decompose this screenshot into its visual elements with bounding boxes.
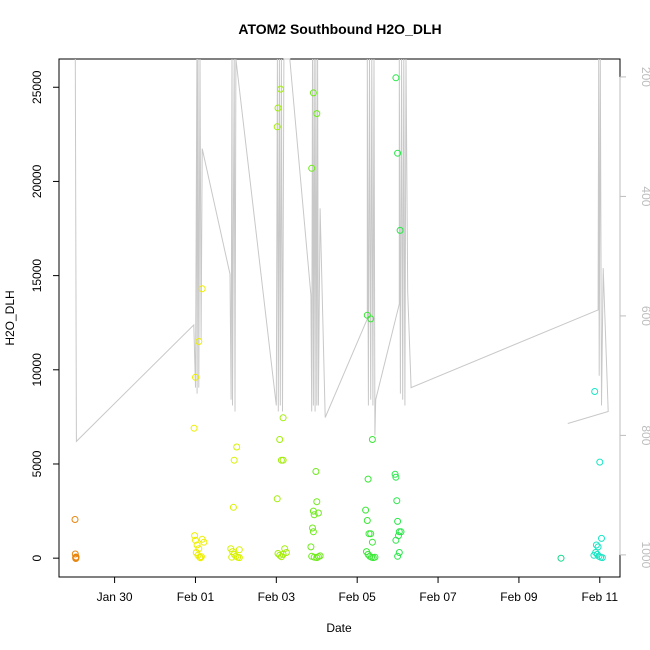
data-point	[314, 509, 322, 517]
data-point	[591, 388, 599, 395]
data-point	[316, 552, 324, 560]
data-point	[394, 149, 402, 157]
y-tick-label: 5000	[30, 450, 44, 477]
data-point	[557, 554, 565, 562]
data-point	[364, 475, 372, 483]
data-point	[190, 424, 198, 432]
data-point	[197, 553, 205, 561]
data-point	[368, 538, 376, 546]
data-point	[313, 110, 321, 118]
data-point	[229, 503, 237, 511]
data-point	[279, 414, 287, 422]
x-tick-label: Feb 09	[500, 590, 538, 604]
data-point	[362, 506, 370, 514]
data-point	[276, 436, 284, 443]
data-point	[394, 517, 402, 525]
data-point	[282, 549, 290, 556]
data-point	[391, 470, 399, 478]
y-tick-label: 25000	[30, 70, 44, 104]
chart-title: ATOM2 Southbound H2O_DLH	[238, 21, 441, 37]
data-point	[192, 373, 199, 381]
data-point	[592, 541, 600, 549]
data-point	[235, 546, 243, 554]
data-point	[193, 541, 201, 549]
data-point	[273, 123, 281, 131]
data-point	[308, 164, 316, 172]
data-point	[233, 443, 241, 451]
data-point	[72, 553, 80, 561]
data-point	[596, 458, 604, 466]
data-point	[198, 285, 206, 293]
x-tick-label: Feb 07	[419, 590, 457, 604]
data-point	[277, 85, 284, 93]
data-point	[395, 532, 402, 540]
x-axis: Jan 30 Feb 01 Feb 03 Feb 05 Feb 07 Feb 09 Feb …	[97, 576, 619, 604]
y-tick-label: 20000	[30, 164, 44, 198]
x-tick-label: Feb 01	[177, 590, 215, 604]
data-point	[590, 551, 598, 559]
secondary-tick-label: 800	[639, 425, 650, 445]
data-point	[274, 104, 282, 112]
data-point	[71, 550, 79, 558]
x-tick-label: Jan 30	[97, 590, 133, 604]
data-point	[192, 536, 199, 544]
data-point	[312, 468, 320, 475]
x-tick-label: Feb 11	[582, 590, 619, 604]
data-point	[273, 495, 281, 503]
plot-frame	[58, 58, 621, 578]
data-point	[279, 456, 287, 464]
y-axis: 0 5000 10000 15000 20000 25000	[30, 70, 60, 562]
data-point	[309, 89, 317, 97]
data-point	[71, 516, 79, 523]
data-point	[392, 74, 400, 82]
x-tick-label: Feb 05	[339, 590, 377, 604]
data-point	[313, 498, 321, 506]
y-axis-label: H2O_DLH	[3, 290, 17, 345]
data-point	[594, 543, 602, 551]
data-point	[310, 511, 318, 519]
data-point	[371, 553, 379, 561]
x-tick-label: Feb 03	[258, 590, 296, 604]
data-point	[281, 545, 289, 553]
data-point	[235, 554, 243, 562]
y-tick-label: 15000	[30, 259, 44, 293]
data-point	[200, 538, 208, 546]
data-point	[368, 436, 376, 443]
data-point	[309, 524, 316, 532]
data-point	[395, 549, 403, 556]
data-point	[228, 553, 236, 561]
data-point	[307, 543, 315, 551]
data-point	[394, 552, 402, 560]
data-point	[393, 497, 401, 505]
data-point	[195, 338, 203, 345]
secondary-tick-label: 600	[639, 306, 650, 326]
data-point	[392, 473, 400, 481]
x-axis-label: Date	[326, 621, 352, 635]
secondary-tick-label: 400	[639, 186, 650, 206]
data-point	[598, 554, 606, 562]
data-point	[276, 551, 284, 559]
data-point	[367, 530, 375, 538]
y-tick-label: 0	[30, 555, 44, 562]
scatter-points-layer	[71, 74, 606, 562]
y-tick-label: 10000	[30, 353, 44, 387]
data-point	[598, 534, 605, 542]
data-point	[230, 456, 238, 464]
secondary-y-axis: 200 400 600 800 1000	[619, 67, 650, 569]
secondary-tick-label: 1000	[639, 542, 650, 569]
data-point	[363, 517, 371, 524]
data-point	[309, 528, 317, 536]
data-point	[197, 554, 204, 562]
data-point	[191, 532, 199, 540]
data-point	[367, 315, 375, 323]
pressure-line-layer	[74, 58, 609, 443]
pressure-line	[74, 58, 609, 443]
data-point	[396, 226, 404, 234]
secondary-tick-label: 200	[639, 67, 650, 87]
